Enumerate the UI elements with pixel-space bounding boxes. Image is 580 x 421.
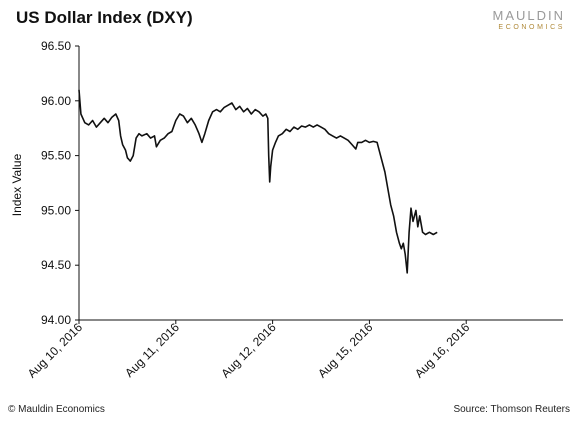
y-tick-label: 95.50 [41,149,71,163]
x-tick-label: Aug 12, 2016 [218,320,279,381]
x-tick-label: Aug 10, 2016 [25,320,86,381]
logo-line1: MAULDIN [492,8,565,23]
y-axis-label: Index Value [10,153,24,216]
chart-title: US Dollar Index (DXY) [16,8,193,27]
y-tick-label: 96.00 [41,94,71,108]
logo: MAULDIN ECONOMICS [492,8,565,31]
y-tick-label: 94.00 [41,313,71,327]
copyright-note: © Mauldin Economics [8,404,105,415]
series-line [78,89,438,274]
y-ticks: 94.00 94.50 95.00 95.50 96.00 96.50 [41,39,79,327]
y-tick-label: 96.50 [41,39,71,53]
y-tick-label: 95.00 [41,203,71,217]
x-tick-label: Aug 11, 2016 [122,320,182,380]
logo-line2: ECONOMICS [498,24,565,31]
x-tick-label: Aug 16, 2016 [412,320,473,381]
x-tick-label: Aug 15, 2016 [315,320,376,381]
source-note: Source: Thomson Reuters [453,404,570,415]
axes [78,46,563,321]
y-tick-label: 94.50 [41,258,71,272]
x-ticks: Aug 10, 2016 Aug 11, 2016 Aug 12, 2016 Aug … [25,320,473,381]
